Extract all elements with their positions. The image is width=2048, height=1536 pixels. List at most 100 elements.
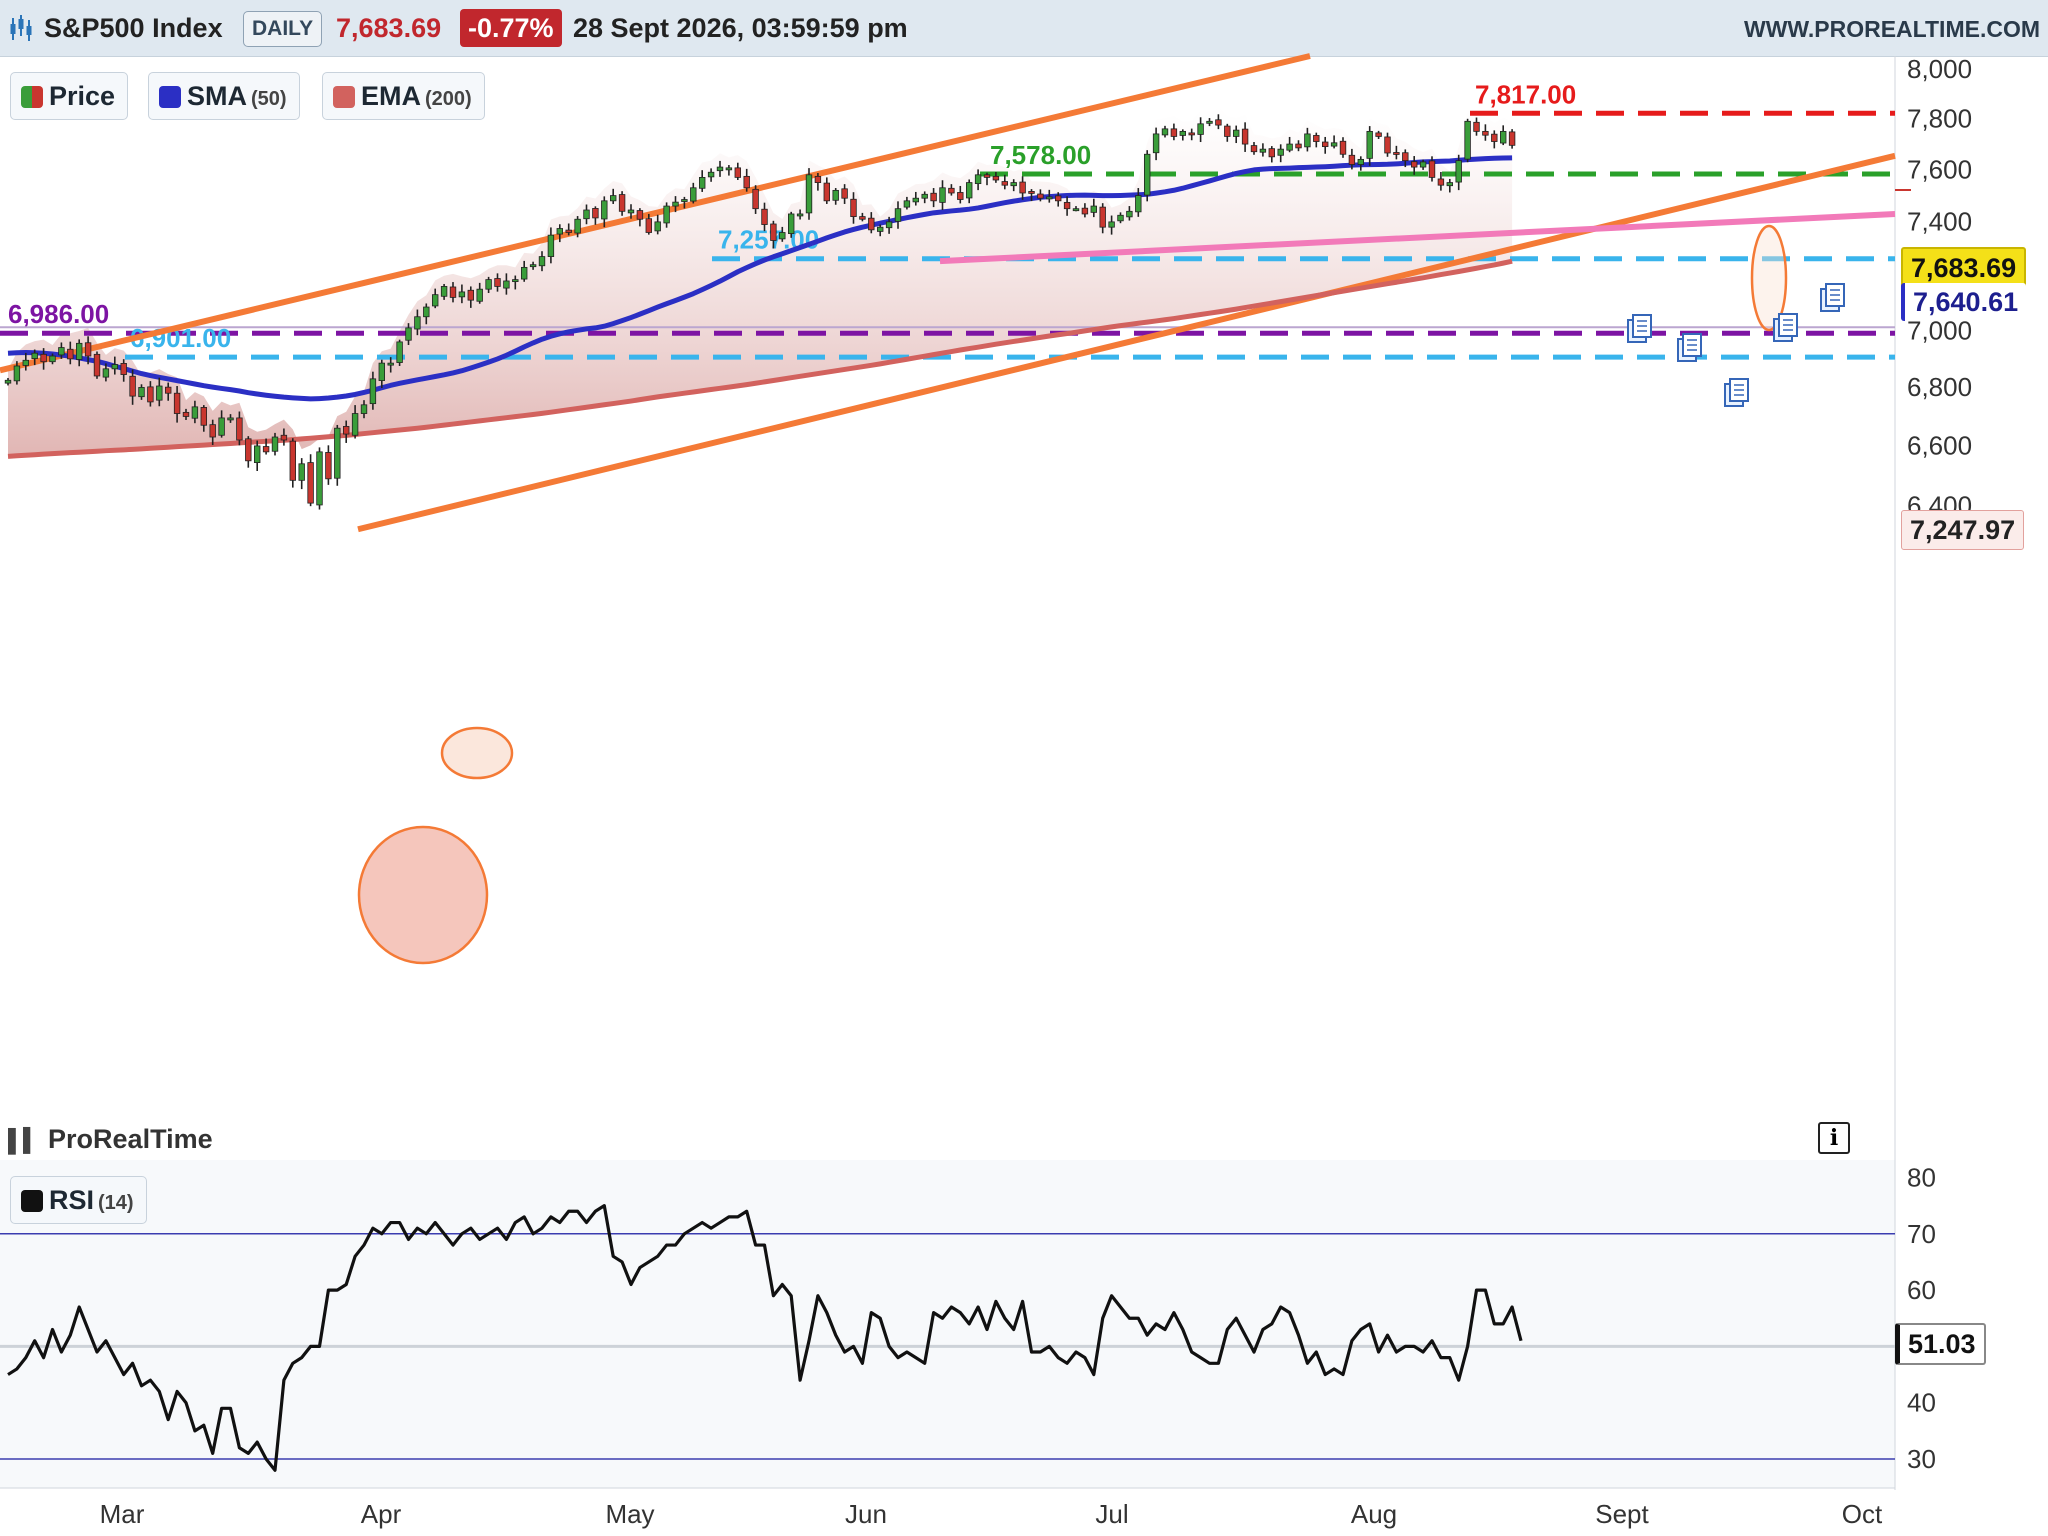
candle-body xyxy=(521,266,528,280)
candle xyxy=(351,405,359,439)
candle xyxy=(467,286,474,308)
candle xyxy=(1001,174,1008,190)
candle-body xyxy=(832,189,839,201)
candle xyxy=(1081,203,1089,218)
candle-body xyxy=(1046,196,1053,200)
candle-body xyxy=(716,166,724,172)
candle xyxy=(1028,189,1035,202)
y-tick-label: 6,600 xyxy=(1907,430,1972,460)
candle-body xyxy=(1170,128,1178,137)
candle xyxy=(1233,125,1240,144)
rsi-line xyxy=(7,1204,1523,1472)
candle-body xyxy=(1508,131,1516,146)
legend-ema[interactable]: EMA (200) xyxy=(322,72,485,120)
candle xyxy=(111,356,118,375)
x-tick-label: Jul xyxy=(1095,1499,1128,1529)
candlestick-icon xyxy=(10,15,32,41)
candle xyxy=(654,214,661,235)
candle-body xyxy=(253,445,261,463)
legend-price[interactable]: Price xyxy=(10,72,129,120)
candle-body xyxy=(814,175,822,183)
candle-body xyxy=(841,188,848,199)
candle-body xyxy=(654,221,661,232)
candle xyxy=(13,361,21,385)
candle-body xyxy=(1241,128,1249,145)
candle-body xyxy=(565,229,572,233)
candle xyxy=(156,377,163,407)
candle xyxy=(334,424,341,486)
legend-ema-label: EMA xyxy=(361,81,421,111)
timeframe-badge[interactable]: DAILY xyxy=(243,11,323,47)
candle xyxy=(298,458,305,490)
level-label: 6,986.00 xyxy=(8,299,109,329)
candle xyxy=(147,381,154,407)
candle-body xyxy=(1055,195,1062,202)
candle xyxy=(850,192,857,224)
candle xyxy=(681,196,688,209)
candle xyxy=(1188,128,1195,141)
candle xyxy=(1224,123,1231,142)
candle xyxy=(494,273,501,292)
candle-body xyxy=(1411,161,1418,168)
candle xyxy=(1446,178,1453,193)
x-tick-label: Apr xyxy=(361,1499,402,1529)
candle xyxy=(1161,125,1169,138)
candle xyxy=(966,179,973,204)
candle xyxy=(707,168,715,182)
candle-body xyxy=(859,216,866,220)
candle xyxy=(396,339,403,366)
candlestick-logo-icon: ▌▍ xyxy=(8,1128,41,1153)
candle xyxy=(583,204,590,225)
candle xyxy=(610,188,617,204)
candle-body xyxy=(681,199,688,202)
candle xyxy=(102,363,110,382)
candle xyxy=(1304,127,1311,152)
candle xyxy=(1366,126,1373,166)
candle-body xyxy=(396,341,403,363)
candle xyxy=(930,188,937,208)
candle-body xyxy=(271,436,279,452)
candle-body xyxy=(974,174,982,185)
rsi-value-tag: 51.03 xyxy=(1895,1323,1986,1365)
legend-rsi-label: RSI xyxy=(49,1185,95,1215)
candle xyxy=(1144,150,1151,202)
website-link[interactable]: WWW.PROREALTIME.COM xyxy=(1744,16,2040,42)
legend-price-label: Price xyxy=(49,81,116,111)
candle-body xyxy=(779,232,786,240)
candle-body xyxy=(1419,161,1427,168)
candle xyxy=(939,180,946,211)
candle xyxy=(1375,130,1382,139)
candle xyxy=(1010,179,1017,192)
ema-price-tag: 7,247.97 xyxy=(1901,510,2025,550)
candle-body xyxy=(360,404,368,414)
candle-body xyxy=(1152,133,1160,154)
candle xyxy=(1072,206,1080,212)
candle xyxy=(1428,156,1436,182)
candle xyxy=(565,223,572,236)
candle xyxy=(805,168,813,220)
candle-body xyxy=(1304,133,1311,148)
info-icon[interactable]: i xyxy=(1818,1122,1850,1154)
candle-body xyxy=(111,364,118,370)
candle-body xyxy=(351,413,359,436)
candle-body xyxy=(1366,130,1373,159)
candle-body xyxy=(645,218,652,233)
candle-body xyxy=(699,177,706,189)
candle-body xyxy=(1161,128,1169,136)
instrument-name[interactable]: S&P500 Index xyxy=(44,13,223,43)
candle-body xyxy=(245,438,252,462)
candle xyxy=(360,400,368,419)
legend-rsi[interactable]: RSI (14) xyxy=(10,1176,147,1224)
candle-body xyxy=(1028,191,1035,194)
candle xyxy=(4,377,12,386)
candle-body xyxy=(138,387,145,398)
candle-body xyxy=(191,406,199,419)
legend-sma[interactable]: SMA (50) xyxy=(148,72,300,120)
candle xyxy=(280,428,288,446)
candle-body xyxy=(120,363,127,375)
candle xyxy=(191,400,199,424)
candle-body xyxy=(1437,178,1445,186)
candle-body xyxy=(1099,206,1106,228)
legend-sma-label: SMA xyxy=(187,81,247,111)
